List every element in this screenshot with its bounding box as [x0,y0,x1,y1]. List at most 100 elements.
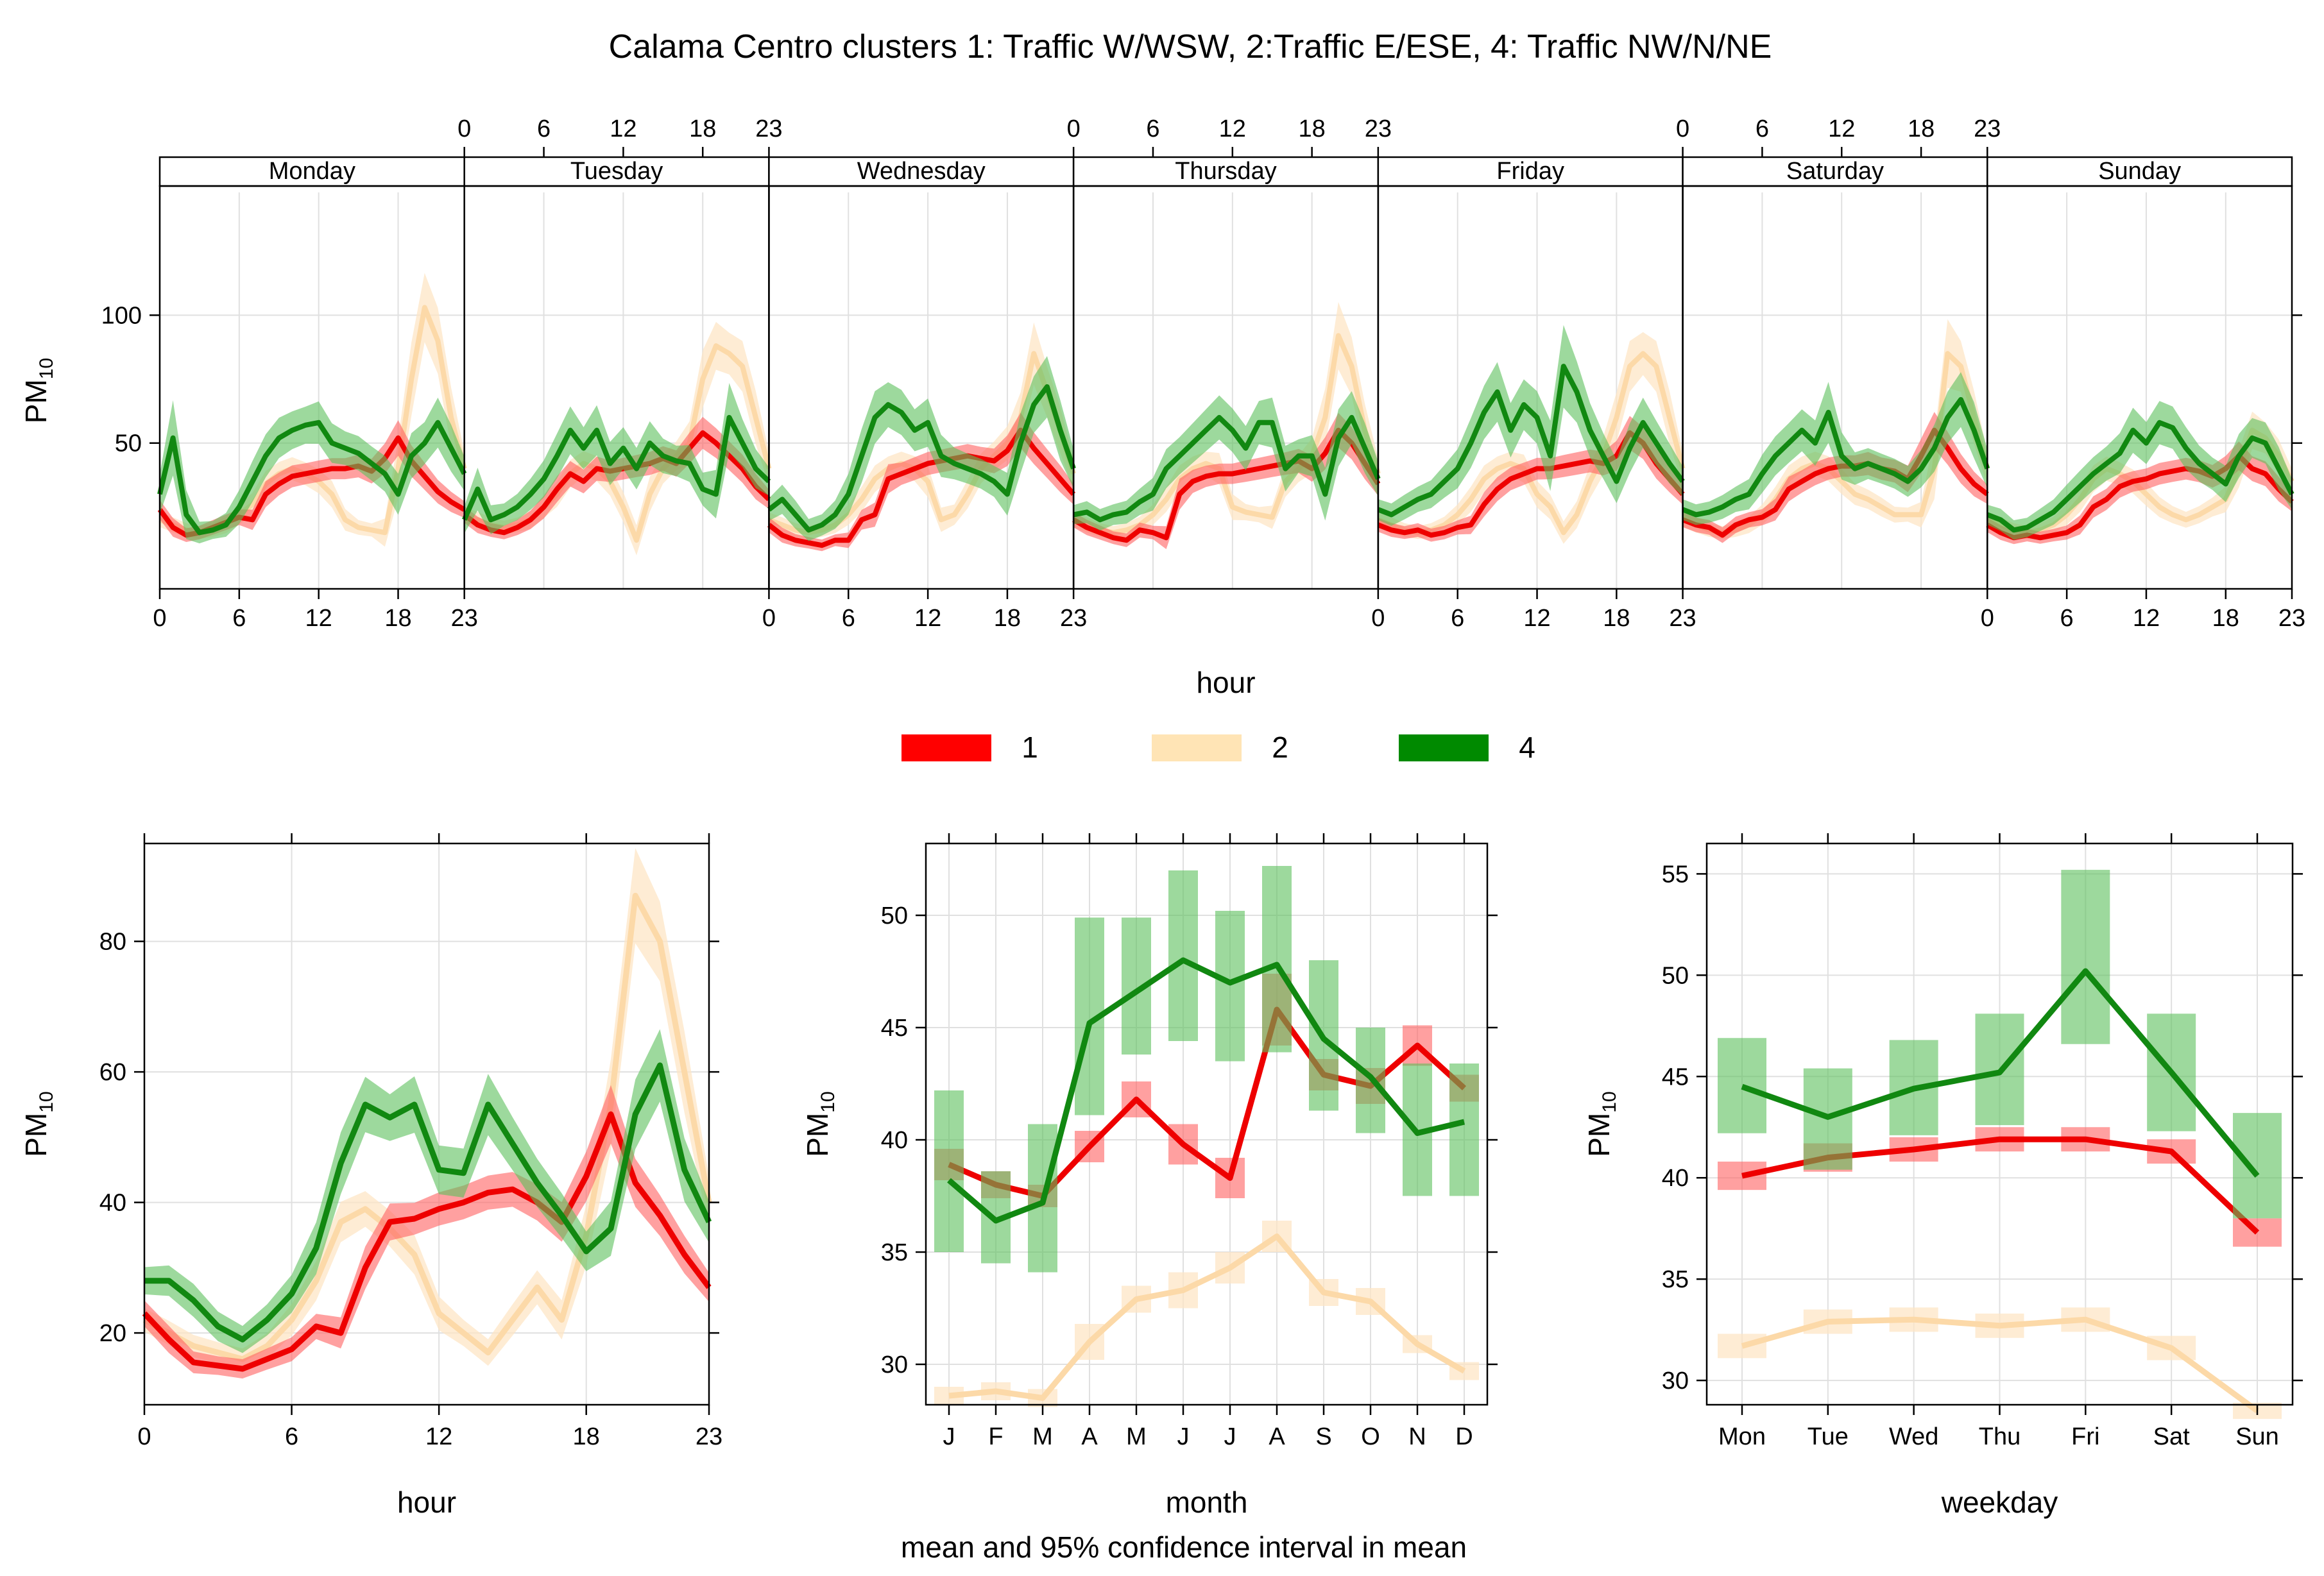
x-tick-label: 23 [755,115,782,142]
y-axis-label: PM10 [19,1091,57,1157]
y-tick-label: 20 [99,1320,126,1347]
y-axis-label: PM10 [19,358,57,423]
legend-label: 1 [1021,731,1038,764]
y-axis-label: PM10 [801,1091,839,1157]
strip-label: Sunday [2098,158,2181,185]
y-tick-label: 35 [881,1239,908,1266]
x-tick-label: 12 [305,605,332,632]
x-tick-label: 23 [451,605,478,632]
x-tick-label: M [1032,1423,1053,1450]
y-tick-label: 35 [1662,1266,1689,1293]
ci-band-series-4 [1682,372,1988,525]
x-tick-label: 18 [1299,115,1326,142]
series-line-4 [1986,419,2294,533]
x-tick-label: 23 [1974,115,2001,142]
x-tick-label: 18 [1603,605,1630,632]
legend-label: 2 [1272,731,1288,764]
ci-band-series-2 [1378,332,1683,544]
x-tick-label: S [1315,1423,1331,1450]
strip-label: Wednesday [857,158,986,185]
footer-note: mean and 95% confidence interval in mean [901,1530,1467,1564]
ci-band-series-4 [144,1029,709,1353]
series-line-4 [157,419,467,536]
x-tick-label: N [1408,1423,1426,1450]
x-tick-label: 18 [689,115,716,142]
y-tick-label: 45 [1662,1063,1689,1090]
series-line-4 [1741,968,2260,1178]
x-tick-label: Thu [1979,1423,2021,1450]
month-panel: J F M A M J J A S O N D 30 35 40 45 50 month PM10 [801,833,1498,1519]
y-label-main: PM [1582,1113,1616,1157]
y-tick-label: 50 [1662,962,1689,989]
series-line-4 [1073,414,1381,523]
x-tick-label: 6 [1146,115,1159,142]
x-tick-label: 0 [153,605,166,632]
x-tick-label: J [1224,1423,1236,1450]
series-line-4 [462,414,771,523]
x-tick-label: 12 [425,1423,452,1450]
y-label-sub: 10 [36,358,57,379]
y-tick-label: 50 [115,430,142,457]
strip-friday [1377,156,1684,187]
x-tick-label: Tue [1807,1423,1849,1450]
y-axis-label: PM10 [1582,1091,1620,1157]
ci-band-series-4 [160,397,465,544]
y-tick-label: 55 [1662,861,1689,888]
y-tick-label: 50 [881,902,908,929]
x-axis-label: month [1166,1486,1248,1519]
x-tick-label: F [988,1423,1003,1450]
ci-box-series-4 [2061,870,2110,1044]
y-tick-label: 100 [101,302,142,329]
series-line-4 [1682,397,1990,518]
ci-box-series-4 [1718,1038,1766,1133]
y-tick-label: 60 [99,1059,126,1086]
legend-swatch-4 [1399,734,1489,761]
x-axis-label: hour [397,1486,456,1519]
ci-band-series-1 [1682,412,1988,543]
strip-thursday [1072,156,1380,187]
ci-box-series-4 [934,1090,964,1252]
ci-band-series-2 [1073,301,1378,539]
ci-box-series-4 [1215,911,1245,1062]
ci-band-series-2 [160,273,465,547]
x-tick-label: 0 [457,115,471,142]
strip-label: Friday [1496,158,1564,185]
x-axis-label: weekday [1941,1486,2058,1519]
x-tick-label: 0 [137,1423,151,1450]
x-tick-label: A [1081,1423,1098,1450]
series-line-4 [144,1062,712,1343]
ci-box-series-4 [1262,866,1292,1053]
weekday-panel: Mon Tue Wed Thu Fri Sat Sun 30 35 40 45 50 55 weekday… [1582,833,2303,1519]
strip-sunday [1987,156,2293,187]
x-tick-label: Mon [1718,1423,1766,1450]
x-tick-label: 12 [914,605,941,632]
x-tick-label: 12 [1219,115,1246,142]
ci-box-series-4 [1168,870,1198,1041]
x-tick-label: 18 [384,605,411,632]
x-tick-label: Wed [1889,1423,1938,1450]
strip-label: Tuesday [570,158,663,185]
x-tick-label: 0 [1371,605,1385,632]
ci-band-series-1 [1073,412,1378,550]
x-tick-label: 12 [610,115,637,142]
figure-title: Calama Centro clusters 1: Traffic W/WSW,… [609,28,1772,65]
legend-swatch-2 [1152,734,1242,761]
series-line-4 [767,384,1076,533]
y-label-main: PM [19,1113,53,1157]
x-tick-label: M [1126,1423,1147,1450]
y-tick-label: 30 [1662,1368,1689,1394]
x-tick-label: Sat [2153,1423,2190,1450]
y-tick-label: 40 [1662,1165,1689,1192]
x-tick-label: 18 [994,605,1021,632]
ci-box-series-4 [1449,1063,1479,1196]
ci-band-series-2 [144,848,709,1370]
ci-band-series-1 [769,412,1074,552]
panel-frame [925,842,1489,1406]
y-tick-label: 40 [881,1127,908,1154]
y-tick-label: 80 [99,929,126,956]
x-tick-label: 12 [2133,605,2160,632]
y-label-sub: 10 [36,1091,57,1112]
x-tick-label: 18 [2212,605,2239,632]
y-label-sub: 10 [817,1091,839,1112]
x-tick-label: 23 [696,1423,722,1450]
